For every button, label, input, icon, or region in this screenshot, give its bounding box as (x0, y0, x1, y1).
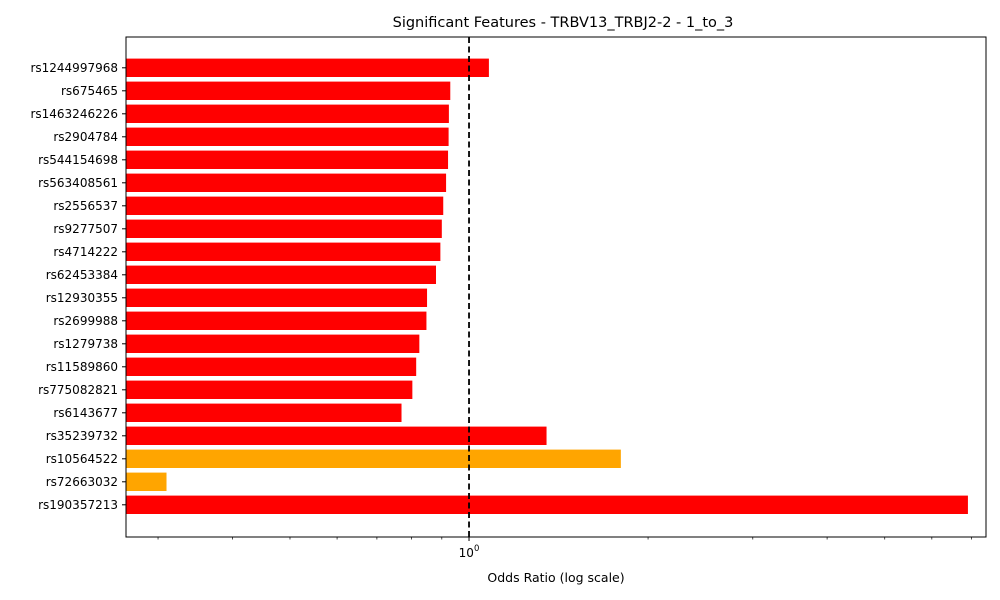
bar-rs1244997968 (126, 58, 489, 77)
bar-rs35239732 (126, 426, 547, 445)
y-tick-label: rs2699988 (53, 314, 118, 328)
bar-rs2904784 (126, 127, 449, 146)
bar-rs563408561 (126, 173, 447, 192)
y-tick-label: rs1463246226 (30, 107, 118, 121)
bar-group (126, 58, 968, 514)
y-tick-label: rs775082821 (38, 383, 118, 397)
x-axis-ticks: 100 (157, 537, 972, 560)
bar-rs10564522 (126, 449, 621, 468)
y-tick-label: rs10564522 (46, 452, 118, 466)
y-tick-label: rs12930355 (46, 291, 118, 305)
y-tick-label: rs1244997968 (30, 61, 118, 75)
y-tick-label: rs2904784 (53, 130, 118, 144)
y-tick-label: rs9277507 (53, 222, 118, 236)
bar-rs544154698 (126, 150, 449, 169)
y-tick-label: rs4714222 (53, 245, 118, 259)
bar-rs4714222 (126, 242, 441, 261)
chart-title: Significant Features - TRBV13_TRBJ2-2 - … (393, 15, 734, 31)
bar-rs1463246226 (126, 104, 449, 123)
bar-rs1279738 (126, 334, 420, 353)
y-tick-label: rs190357213 (38, 498, 118, 512)
bar-rs11589860 (126, 357, 417, 376)
bar-rs62453384 (126, 265, 437, 284)
bar-rs775082821 (126, 380, 413, 399)
y-tick-label: rs6143677 (53, 406, 118, 420)
x-tick-label: 100 (459, 544, 480, 560)
bar-rs675465 (126, 81, 451, 100)
bar-rs190357213 (126, 495, 968, 514)
plot-frame (125, 36, 987, 538)
y-tick-label: rs62453384 (46, 268, 118, 282)
y-tick-label: rs2556537 (53, 199, 118, 213)
bar-rs9277507 (126, 219, 442, 238)
y-tick-label: rs72663032 (46, 475, 118, 489)
bar-rs6143677 (126, 403, 402, 422)
y-tick-label: rs544154698 (38, 153, 118, 167)
x-axis-label: Odds Ratio (log scale) (487, 570, 624, 585)
y-tick-label: rs1279738 (53, 337, 118, 351)
bar-rs12930355 (126, 288, 428, 307)
y-axis-ticks: rs1244997968 rs675465 rs1463246226 rs290478… (30, 61, 126, 512)
y-tick-label: rs675465 (61, 84, 118, 98)
bar-rs2556537 (126, 196, 444, 215)
bar-rs2699988 (126, 311, 427, 330)
y-tick-label: rs35239732 (46, 429, 118, 443)
y-tick-label: rs563408561 (38, 176, 118, 190)
y-tick-label: rs11589860 (46, 360, 118, 374)
bar-rs72663032 (126, 472, 167, 491)
